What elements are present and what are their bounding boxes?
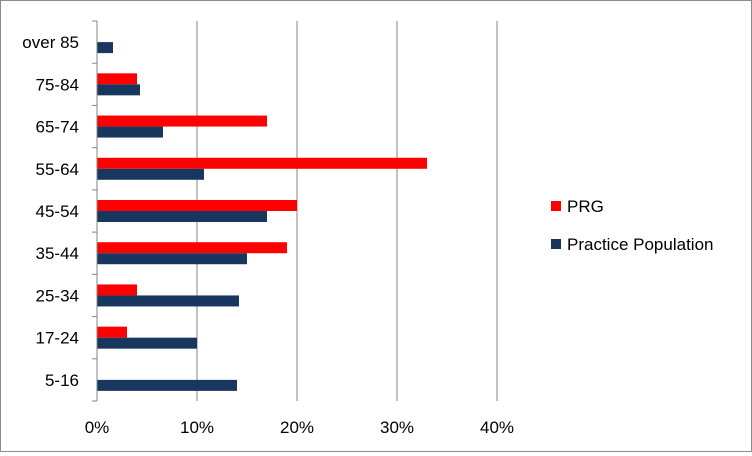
bar-prg (97, 242, 287, 254)
y-tick-label: 35-44 (36, 244, 79, 263)
bar-practice-population (97, 211, 267, 222)
y-tick-label: 65-74 (36, 118, 79, 137)
y-tick-label: 45-54 (36, 202, 79, 221)
bar-practice-population (97, 42, 113, 54)
bar-prg (97, 200, 297, 211)
bar-practice-population (97, 168, 204, 180)
y-tick-label: 55-64 (36, 160, 79, 179)
bar-practice-population (97, 379, 237, 391)
bar-prg (97, 157, 427, 169)
legend-label: Practice Population (567, 235, 713, 254)
bar-prg (97, 115, 267, 127)
x-tick-label: 20% (280, 418, 314, 437)
legend-label: PRG (567, 197, 604, 216)
y-tick-label: 17-24 (36, 329, 79, 348)
bar-prg (97, 326, 127, 338)
legend-swatch (551, 201, 561, 211)
bar-practice-population (97, 337, 197, 349)
bar-practice-population (97, 295, 239, 307)
x-tick-label: 40% (480, 418, 514, 437)
y-tick-label: 5-16 (45, 371, 79, 390)
legend: PRG Practice Population (551, 197, 713, 254)
axis-labels: 0% 10% 20% 30% 40% 5-16 17-24 25-34 35-44 45-54 55… (22, 33, 514, 437)
bar-practice-population (97, 126, 163, 138)
bar-prg (97, 284, 137, 296)
x-tick-label: 30% (380, 418, 414, 437)
x-tick-label: 10% (180, 418, 214, 437)
bars (97, 42, 427, 391)
y-tick-label: 25-34 (36, 286, 79, 305)
axes (92, 20, 98, 402)
legend-swatch (551, 239, 561, 249)
y-tick-label: over 85 (22, 33, 79, 52)
bar-prg (97, 73, 137, 85)
x-tick-label: 0% (85, 418, 110, 437)
y-tick-label: 75-84 (36, 75, 79, 94)
bar-practice-population (97, 84, 140, 96)
bar-practice-population (97, 253, 247, 265)
